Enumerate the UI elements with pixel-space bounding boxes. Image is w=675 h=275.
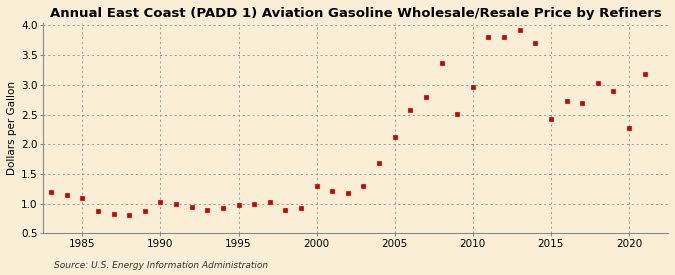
Title: Annual East Coast (PADD 1) Aviation Gasoline Wholesale/Resale Price by Refiners: Annual East Coast (PADD 1) Aviation Gaso… — [50, 7, 662, 20]
Text: Source: U.S. Energy Information Administration: Source: U.S. Energy Information Administ… — [54, 260, 268, 270]
Y-axis label: Dollars per Gallon: Dollars per Gallon — [7, 81, 17, 175]
